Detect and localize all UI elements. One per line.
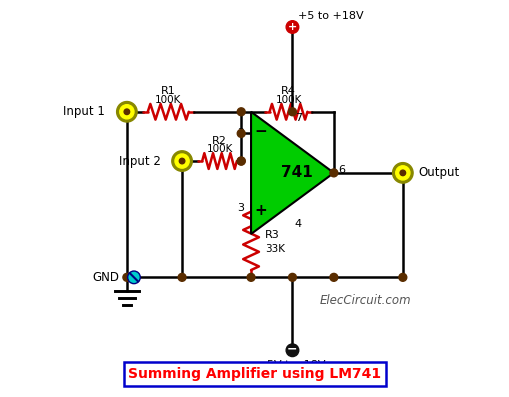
- Text: −: −: [254, 124, 267, 139]
- Text: +5 to +18V: +5 to +18V: [298, 11, 363, 21]
- Circle shape: [237, 157, 245, 165]
- Text: 100K: 100K: [275, 95, 301, 105]
- Text: +: +: [254, 203, 267, 218]
- Circle shape: [247, 274, 254, 281]
- Circle shape: [288, 274, 296, 281]
- Circle shape: [399, 170, 405, 175]
- Circle shape: [175, 154, 189, 168]
- Circle shape: [179, 158, 184, 164]
- Text: 100K: 100K: [155, 95, 181, 105]
- Circle shape: [237, 129, 245, 137]
- Text: R4: R4: [280, 86, 295, 96]
- Circle shape: [117, 102, 137, 122]
- Text: 33K: 33K: [264, 244, 285, 254]
- Circle shape: [286, 344, 298, 357]
- Circle shape: [286, 21, 298, 33]
- Text: Output: Output: [418, 166, 459, 179]
- Circle shape: [392, 163, 412, 183]
- Circle shape: [123, 274, 131, 281]
- Text: −: −: [287, 343, 297, 356]
- Circle shape: [178, 274, 186, 281]
- Circle shape: [395, 166, 409, 180]
- Circle shape: [127, 271, 140, 283]
- Text: Input 1: Input 1: [63, 105, 105, 118]
- Text: 741: 741: [280, 166, 312, 180]
- Text: GND: GND: [92, 271, 119, 284]
- Circle shape: [329, 169, 337, 177]
- Circle shape: [329, 274, 337, 281]
- Circle shape: [288, 108, 296, 116]
- Circle shape: [172, 151, 192, 171]
- Text: 4: 4: [294, 219, 301, 229]
- Text: +: +: [287, 22, 297, 32]
- Text: 100K: 100K: [206, 144, 232, 154]
- Text: R3: R3: [264, 230, 279, 240]
- Text: -5V to -18V: -5V to -18V: [263, 360, 325, 370]
- Circle shape: [120, 105, 134, 119]
- Text: R2: R2: [212, 135, 227, 146]
- Text: 3: 3: [237, 203, 243, 213]
- Circle shape: [398, 274, 406, 281]
- Circle shape: [237, 108, 245, 116]
- Circle shape: [237, 157, 245, 165]
- Polygon shape: [250, 112, 333, 234]
- Text: 2: 2: [236, 129, 243, 139]
- Text: R1: R1: [160, 86, 175, 96]
- Text: Summing Amplifier using LM741: Summing Amplifier using LM741: [128, 367, 381, 381]
- Text: 7: 7: [294, 113, 301, 123]
- Text: 6: 6: [338, 165, 345, 175]
- Circle shape: [124, 109, 129, 114]
- Text: Input 2: Input 2: [118, 154, 160, 168]
- Text: ElecCircuit.com: ElecCircuit.com: [319, 295, 410, 308]
